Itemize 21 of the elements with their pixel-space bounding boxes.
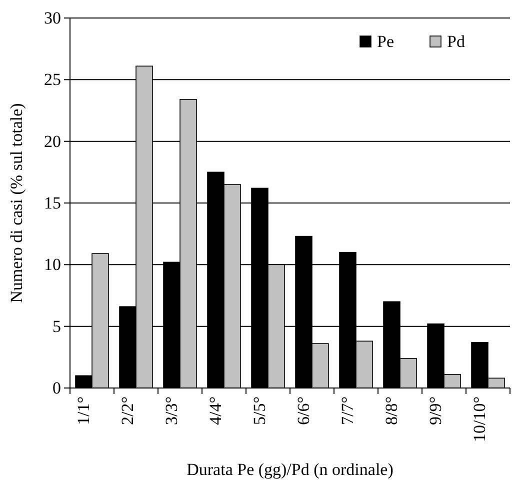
y-tick-label: 0 — [52, 378, 61, 398]
x-tick-label: 6/6° — [294, 396, 314, 426]
x-axis-title: Durata Pe (gg)/Pd (n ordinale) — [186, 460, 394, 479]
x-tick-label: 5/5° — [250, 396, 270, 426]
x-tick-label: 3/3° — [162, 396, 182, 426]
x-tick-label: 1/1° — [74, 396, 94, 426]
y-axis-title: Numero di casi (% sul totale) — [7, 103, 26, 303]
y-tick-label: 5 — [52, 316, 61, 336]
legend-label: Pd — [447, 32, 466, 51]
y-tick-label: 15 — [44, 193, 61, 212]
legend-label: Pe — [377, 32, 394, 51]
y-tick-label: 25 — [44, 70, 61, 90]
x-tick-label: 10/10° — [470, 396, 490, 442]
x-tick-label: 4/4° — [206, 396, 226, 426]
y-tick-label: 10 — [44, 255, 61, 274]
x-tick-label: 7/7° — [338, 396, 358, 426]
x-tick-label: 2/2° — [118, 396, 138, 426]
x-tick-label: 8/8° — [382, 396, 402, 426]
y-tick-label: 30 — [44, 8, 61, 28]
y-tick-label: 20 — [44, 132, 61, 151]
x-tick-label: 9/9° — [426, 396, 446, 426]
